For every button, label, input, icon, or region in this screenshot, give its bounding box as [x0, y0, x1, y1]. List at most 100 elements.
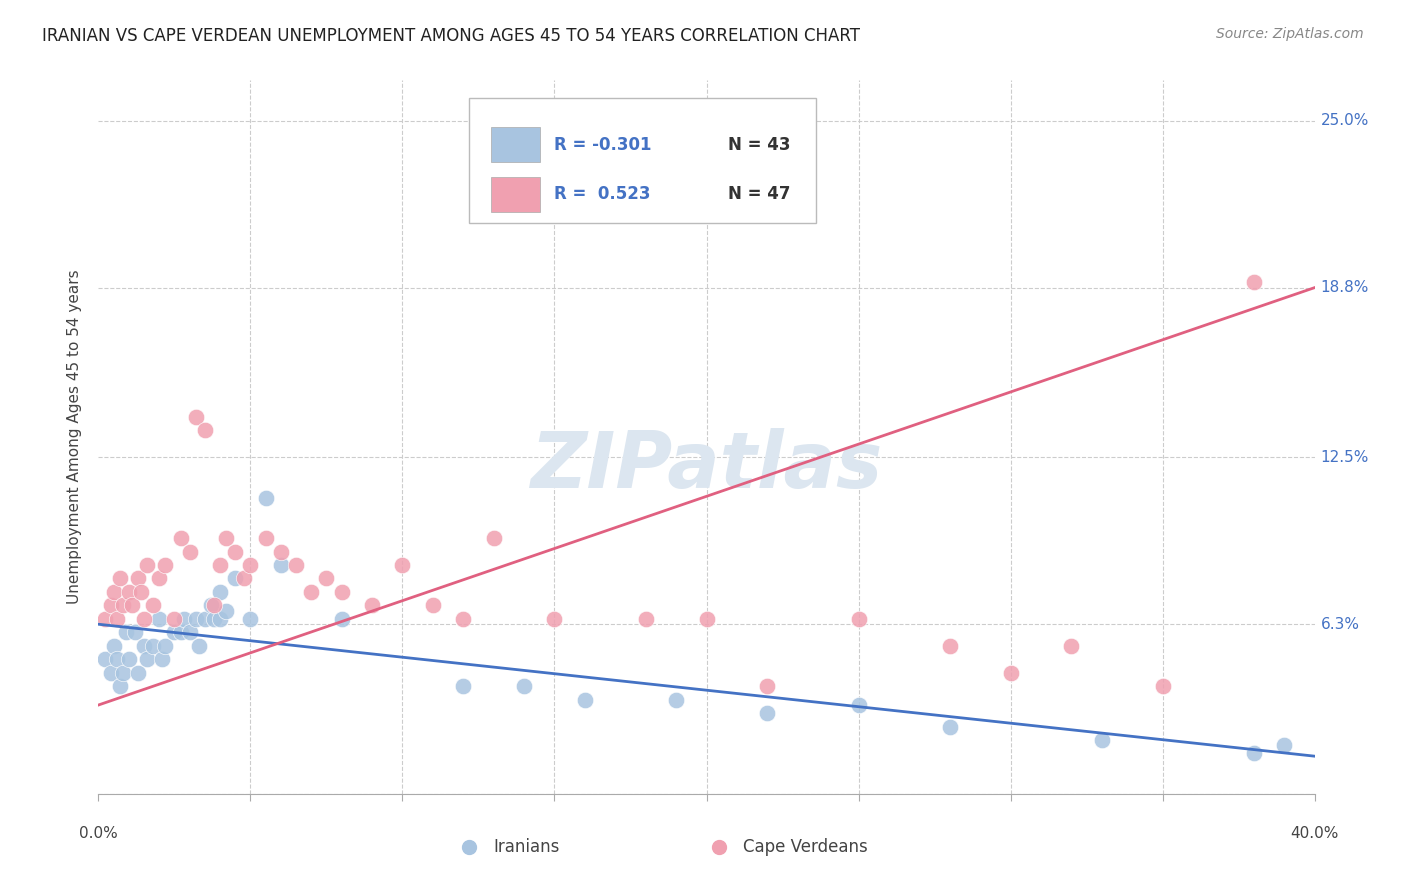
Point: [1060, 639, 1083, 653]
Point: [696, 612, 718, 626]
Point: [111, 665, 134, 680]
Point: [100, 599, 122, 613]
Point: [330, 585, 353, 599]
Text: R =  0.523: R = 0.523: [554, 186, 651, 203]
Point: [391, 558, 413, 572]
Point: [848, 698, 870, 712]
Point: [118, 585, 141, 599]
Point: [574, 692, 596, 706]
Point: [254, 491, 277, 505]
Text: ZIPatlas: ZIPatlas: [530, 427, 883, 504]
Point: [169, 625, 191, 640]
Text: 12.5%: 12.5%: [1320, 450, 1369, 465]
Point: [105, 652, 128, 666]
Text: 40.0%: 40.0%: [1291, 826, 1339, 841]
Point: [224, 571, 246, 585]
Point: [1000, 665, 1022, 680]
Point: [163, 625, 186, 640]
Point: [209, 558, 232, 572]
Point: [285, 558, 308, 572]
Point: [118, 652, 141, 666]
Point: [299, 585, 322, 599]
Point: [155, 558, 177, 572]
Text: 25.0%: 25.0%: [1320, 113, 1369, 128]
Point: [187, 639, 209, 653]
Point: [179, 544, 201, 558]
Point: [184, 612, 207, 626]
Point: [239, 558, 262, 572]
Bar: [470, 98, 815, 223]
Point: [105, 612, 128, 626]
Point: [148, 571, 170, 585]
Point: [132, 612, 155, 626]
Point: [148, 612, 170, 626]
Text: N = 47: N = 47: [728, 186, 792, 203]
Point: [184, 409, 207, 424]
Text: Cape Verdeans: Cape Verdeans: [742, 838, 868, 856]
Text: 0.0%: 0.0%: [79, 826, 118, 841]
Point: [194, 612, 217, 626]
Point: [270, 544, 292, 558]
Point: [173, 612, 195, 626]
Point: [939, 639, 962, 653]
Point: [202, 612, 225, 626]
Bar: [491, 177, 540, 212]
Point: [453, 612, 475, 626]
Point: [482, 531, 505, 545]
Point: [1272, 739, 1295, 753]
Point: [124, 625, 146, 640]
Point: [361, 599, 384, 613]
Point: [155, 639, 177, 653]
Point: [127, 665, 149, 680]
Text: Source: ZipAtlas.com: Source: ZipAtlas.com: [1216, 27, 1364, 41]
Point: [103, 639, 125, 653]
Point: [136, 652, 159, 666]
Bar: [491, 127, 540, 162]
Point: [848, 612, 870, 626]
Y-axis label: Unemployment Among Ages 45 to 54 years: Unemployment Among Ages 45 to 54 years: [67, 269, 83, 605]
Point: [315, 571, 337, 585]
Point: [108, 571, 131, 585]
Point: [179, 625, 201, 640]
Point: [93, 652, 115, 666]
Point: [215, 604, 238, 618]
Point: [150, 652, 173, 666]
Point: [132, 639, 155, 653]
Text: N = 43: N = 43: [728, 136, 792, 153]
Point: [209, 612, 232, 626]
Text: Iranians: Iranians: [494, 838, 560, 856]
Point: [756, 679, 779, 693]
Point: [1243, 275, 1265, 289]
Point: [121, 599, 143, 613]
Point: [215, 531, 238, 545]
Point: [254, 531, 277, 545]
Point: [756, 706, 779, 720]
Point: [1152, 679, 1174, 693]
Point: [129, 585, 152, 599]
Point: [142, 639, 165, 653]
Point: [330, 612, 353, 626]
Point: [127, 571, 149, 585]
Text: 6.3%: 6.3%: [1320, 616, 1360, 632]
Point: [513, 679, 536, 693]
Point: [114, 625, 136, 640]
Point: [136, 558, 159, 572]
Point: [202, 599, 225, 613]
Point: [939, 720, 962, 734]
Point: [453, 679, 475, 693]
Point: [1091, 733, 1114, 747]
Point: [270, 558, 292, 572]
Point: [194, 423, 217, 437]
Point: [100, 665, 122, 680]
Point: [108, 679, 131, 693]
Text: R = -0.301: R = -0.301: [554, 136, 652, 153]
Point: [239, 612, 262, 626]
Point: [200, 599, 222, 613]
Point: [634, 612, 657, 626]
Point: [224, 544, 246, 558]
Point: [422, 599, 444, 613]
Point: [543, 612, 565, 626]
Point: [233, 571, 256, 585]
Point: [111, 599, 134, 613]
Text: IRANIAN VS CAPE VERDEAN UNEMPLOYMENT AMONG AGES 45 TO 54 YEARS CORRELATION CHART: IRANIAN VS CAPE VERDEAN UNEMPLOYMENT AMO…: [42, 27, 860, 45]
